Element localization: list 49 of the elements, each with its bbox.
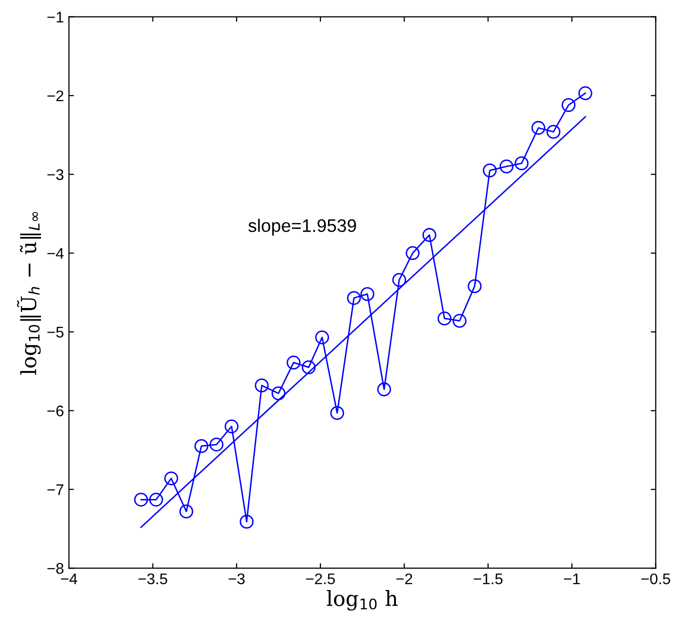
point <box>302 360 316 374</box>
y-tick-label: −4 <box>47 248 64 259</box>
y-tick-label: −7 <box>47 484 64 495</box>
x-tick-label: −3.5 <box>138 573 168 584</box>
y-axis-title: log$_{10}$‖Ũ$_{h}$ − ũ‖$_{L∞}$ <box>16 212 41 375</box>
y-tick-label: −3 <box>47 169 64 180</box>
point <box>272 386 286 400</box>
point <box>514 156 529 170</box>
point <box>562 98 576 112</box>
point <box>179 504 194 518</box>
x-axis-title: log$_{10}$ h <box>326 590 398 611</box>
point <box>210 438 224 452</box>
point <box>149 492 164 507</box>
point <box>224 419 239 434</box>
y-tick-label: −5 <box>47 326 64 338</box>
y-tick-label: −2 <box>47 90 64 102</box>
point <box>452 314 467 328</box>
point <box>578 86 592 100</box>
point <box>546 124 560 139</box>
x-tick-label: −4 <box>60 574 78 584</box>
x-tick-label: −1 <box>564 574 580 584</box>
point <box>134 492 148 507</box>
x-tick-label: −3 <box>228 573 245 584</box>
x-tick-label: −1.5 <box>474 574 503 584</box>
point <box>360 287 374 302</box>
point <box>286 356 301 370</box>
annotation: slope=1.9539 <box>248 218 356 236</box>
point <box>392 272 406 287</box>
point <box>482 163 497 178</box>
point <box>377 382 392 396</box>
point <box>422 228 436 242</box>
point <box>164 471 178 486</box>
point <box>406 246 420 260</box>
point <box>500 160 514 174</box>
point <box>240 514 254 529</box>
point <box>330 406 344 420</box>
y-tick-label: −6 <box>47 406 64 416</box>
point <box>531 120 546 135</box>
point <box>254 378 269 392</box>
point <box>347 291 361 305</box>
point <box>194 439 208 454</box>
point <box>468 279 482 294</box>
x-tick-label: −0.5 <box>641 573 670 584</box>
y-tick-label: −1 <box>47 12 64 22</box>
x-tick-label: −2.5 <box>306 573 335 584</box>
point <box>438 312 452 326</box>
point <box>315 330 330 344</box>
y-tick-label: −8 <box>47 563 64 574</box>
x-tick-label: −2 <box>396 573 412 584</box>
